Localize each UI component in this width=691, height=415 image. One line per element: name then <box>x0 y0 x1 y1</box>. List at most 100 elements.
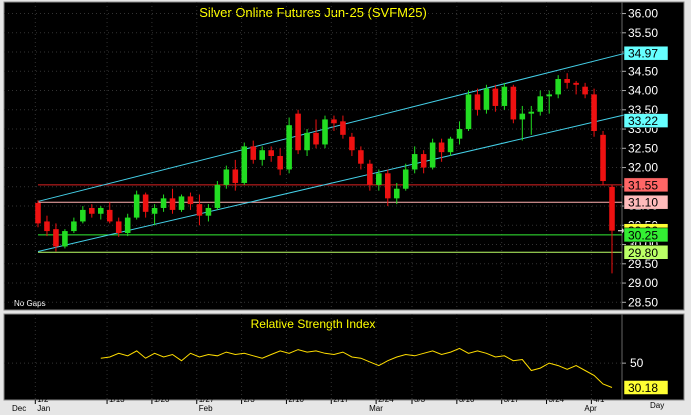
price-label-text: 29.80 <box>628 246 658 260</box>
candle-body <box>537 96 544 112</box>
date-tick-label: 3/10 <box>459 395 475 404</box>
candle-body <box>528 111 535 114</box>
candle-body <box>259 150 265 160</box>
date-tick-label: 1/20 <box>154 395 170 404</box>
candle-body <box>124 217 131 233</box>
candle-body <box>223 169 230 185</box>
candle-body <box>492 88 499 106</box>
candle-body <box>89 207 95 214</box>
candle-body <box>35 202 41 224</box>
price-tick-label: 32.50 <box>628 141 658 155</box>
candle-body <box>456 129 463 139</box>
candle-body <box>295 113 301 151</box>
candle-body <box>367 163 373 185</box>
date-tick-label: 1/13 <box>109 395 125 404</box>
candle-body <box>286 125 292 170</box>
candle-body <box>214 184 221 208</box>
candle-body <box>106 209 113 222</box>
candle-body <box>71 221 77 232</box>
candle-body <box>313 132 319 145</box>
date-tick-label: 1/27 <box>199 395 215 404</box>
candle-body <box>591 94 597 131</box>
candle-body <box>53 229 59 247</box>
date-axis: 1/2 1/13 1/20 1/27 2/3 2/10 2/17 2/24 3/3 3/10 3/1… <box>12 395 605 413</box>
price-label-box <box>623 113 669 128</box>
candle-body <box>142 194 149 212</box>
candle-body <box>268 150 274 156</box>
candle-body <box>178 196 185 210</box>
candle-body <box>115 221 122 233</box>
date-tick-label: 2/10 <box>288 395 304 404</box>
month-label: Jan <box>37 404 50 413</box>
price-tick-label: 32.00 <box>628 161 658 175</box>
candle-body <box>420 154 427 168</box>
date-tick-label: 1/2 <box>37 395 49 404</box>
candle-body <box>241 146 248 183</box>
price-label-text: 33.22 <box>628 114 658 128</box>
date-tick-label: 2/24 <box>378 395 394 404</box>
candle-body <box>205 207 212 216</box>
candle-body <box>519 113 526 120</box>
candle-body <box>277 156 283 170</box>
candle-body <box>151 207 158 214</box>
candle-body <box>609 186 615 231</box>
candle-body <box>250 146 257 160</box>
rsi-series <box>100 347 613 388</box>
date-tick-label: 3/24 <box>549 395 565 404</box>
price-label-text: 31.55 <box>628 178 658 192</box>
date-tick-label: 2/3 <box>244 395 256 404</box>
candle-body <box>564 79 570 83</box>
candle-body <box>340 121 346 135</box>
candle-body <box>196 204 203 216</box>
candle-body <box>555 79 561 95</box>
price-label-box <box>623 177 669 193</box>
price-tick-label: 29.00 <box>628 276 658 290</box>
month-label: Mar <box>369 404 383 413</box>
candle-body <box>304 132 310 151</box>
price-label-box <box>623 227 669 243</box>
rsi-axis: 50 30.18 <box>622 356 669 395</box>
candle-body <box>44 221 50 232</box>
candle-body <box>385 173 391 199</box>
price-label-text: 31.10 <box>628 196 658 210</box>
candle-body <box>62 231 68 247</box>
rsi-current-value: 30.18 <box>628 381 658 395</box>
candle-body <box>546 94 552 97</box>
price-tick-label: 29.50 <box>628 257 658 271</box>
candle-body <box>474 94 481 110</box>
candle-body <box>429 142 436 168</box>
candle-body <box>438 142 445 153</box>
candles <box>35 73 626 274</box>
candle-body <box>402 169 409 189</box>
date-tick-label: 4/1 <box>593 395 605 404</box>
candle-body <box>80 209 86 222</box>
month-label: Apr <box>584 404 597 413</box>
price-label-box <box>623 45 669 61</box>
bar-period-label: Day <box>650 401 664 410</box>
rsi-gridlines <box>4 314 622 400</box>
date-tick-label: 3/17 <box>504 395 520 404</box>
rsi-current-box <box>623 380 669 395</box>
price-tick-label: 34.50 <box>628 64 658 78</box>
horizontal-levels <box>38 184 622 253</box>
candle-body <box>465 94 472 130</box>
candle-body <box>447 138 454 153</box>
candle-body <box>510 86 517 120</box>
price-label-text: 34.97 <box>628 47 658 61</box>
candle-body <box>582 86 588 95</box>
rsi-line <box>100 347 613 388</box>
candle-body <box>98 207 104 214</box>
price-tick-label: 33.50 <box>628 103 658 117</box>
candle-body <box>232 169 239 183</box>
price-label-box <box>623 245 669 260</box>
candle-body <box>600 134 606 182</box>
candle-body <box>393 188 400 199</box>
price-tick-label: 35.50 <box>628 26 658 40</box>
price-label-text: 30.25 <box>628 228 658 242</box>
rsi-panel <box>3 313 685 401</box>
date-tick-label: 2/17 <box>333 395 349 404</box>
candle-body <box>411 154 418 170</box>
candle-body <box>376 173 382 185</box>
